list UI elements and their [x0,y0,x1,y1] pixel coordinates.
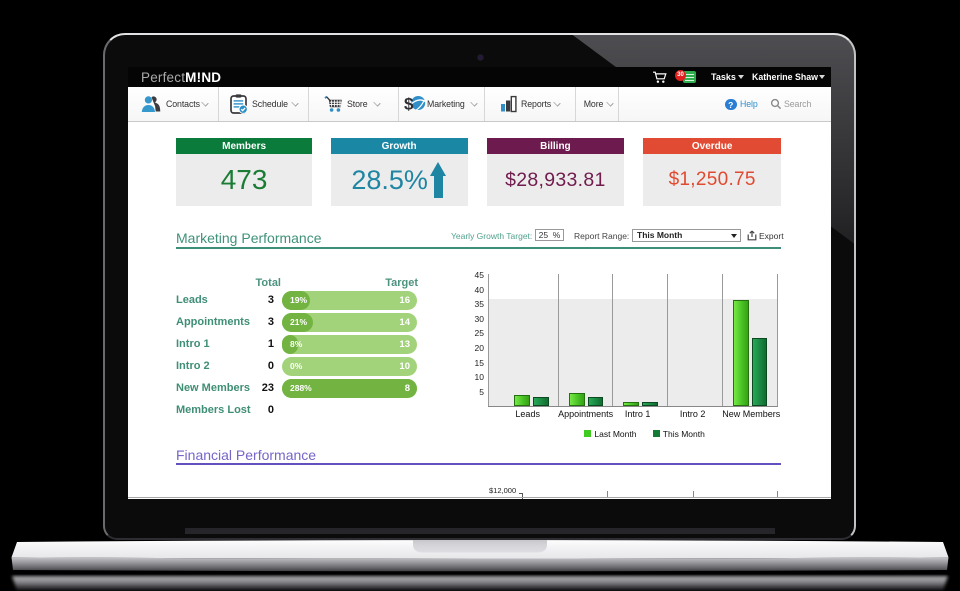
svg-text:$: $ [404,95,414,114]
